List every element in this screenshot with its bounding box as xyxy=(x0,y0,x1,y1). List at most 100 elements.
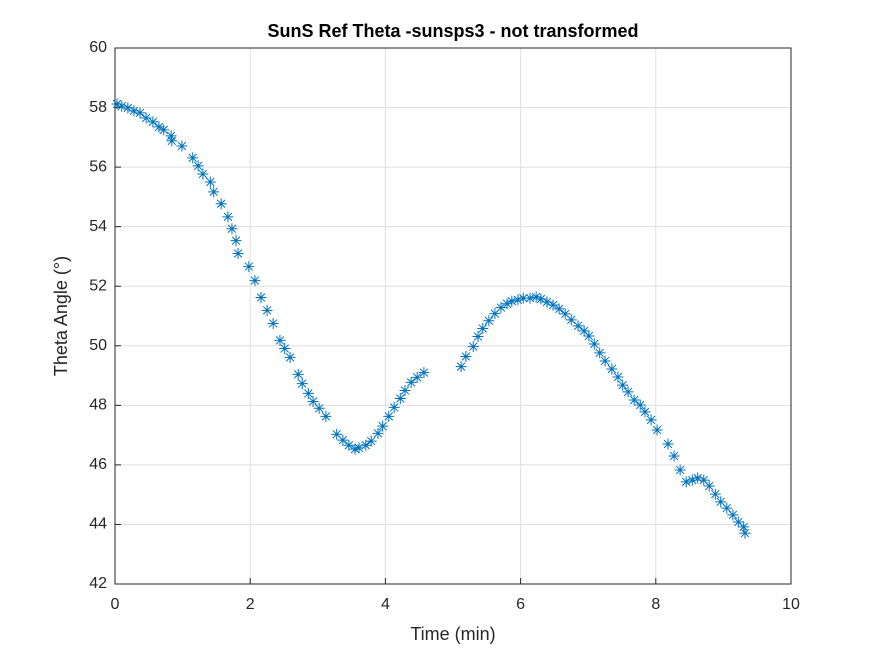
data-point xyxy=(628,394,640,406)
data-point xyxy=(622,386,634,398)
y-tick-label: 50 xyxy=(89,337,107,354)
data-point xyxy=(559,308,571,320)
data-point xyxy=(204,176,216,188)
data-point xyxy=(606,363,618,375)
data-point xyxy=(565,314,577,326)
data-point xyxy=(477,323,489,335)
data-point xyxy=(365,435,377,447)
data-point xyxy=(721,502,733,514)
data-point xyxy=(634,399,646,411)
data-point xyxy=(165,130,177,142)
x-tick-label: 6 xyxy=(516,596,525,613)
data-point xyxy=(535,293,547,305)
y-tick-label: 44 xyxy=(89,516,107,533)
data-point xyxy=(418,367,430,379)
data-point xyxy=(715,496,727,508)
data-point xyxy=(680,476,692,488)
data-point xyxy=(320,410,332,422)
data-point xyxy=(122,102,134,114)
data-point xyxy=(158,124,170,136)
data-point xyxy=(261,304,273,316)
y-tick-label: 56 xyxy=(89,158,107,175)
data-point xyxy=(698,474,710,486)
data-point xyxy=(284,351,296,363)
data-point xyxy=(674,464,686,476)
data-point xyxy=(394,392,406,404)
data-point xyxy=(128,105,140,117)
data-point xyxy=(530,291,542,303)
data-point xyxy=(686,474,698,486)
x-tick-label: 0 xyxy=(111,596,120,613)
data-point xyxy=(703,480,715,492)
y-tick-label: 46 xyxy=(89,456,107,473)
data-point xyxy=(547,299,559,311)
data-point xyxy=(353,442,365,454)
data-point xyxy=(192,160,204,172)
data-point xyxy=(274,334,286,346)
data-point xyxy=(388,401,400,413)
data-point xyxy=(460,350,472,362)
data-point xyxy=(588,338,600,350)
data-point xyxy=(134,107,146,119)
data-point xyxy=(617,379,629,391)
data-point xyxy=(377,420,389,432)
data-point xyxy=(506,295,518,307)
data-point xyxy=(383,410,395,422)
data-point xyxy=(411,371,423,383)
data-point xyxy=(455,361,467,373)
data-point xyxy=(176,140,188,152)
y-tick-label: 48 xyxy=(89,397,107,414)
data-point xyxy=(187,152,199,164)
data-point xyxy=(517,292,529,304)
data-point xyxy=(583,330,595,342)
data-point xyxy=(331,428,343,440)
data-point xyxy=(166,135,178,147)
data-point xyxy=(578,325,590,337)
plot-frame xyxy=(114,47,792,585)
data-point xyxy=(639,406,651,418)
data-point xyxy=(651,424,663,436)
y-tick-label: 54 xyxy=(89,218,107,235)
data-point xyxy=(372,427,384,439)
data-point xyxy=(226,223,238,235)
data-point xyxy=(208,186,220,198)
data-point xyxy=(153,121,165,133)
data-point xyxy=(399,384,411,396)
data-point xyxy=(738,521,750,533)
data-point xyxy=(116,100,128,112)
y-tick-label: 42 xyxy=(89,575,107,592)
x-tick-label: 2 xyxy=(246,596,255,613)
data-point xyxy=(243,261,255,273)
data-point xyxy=(230,235,242,247)
x-tick-label: 10 xyxy=(782,596,800,613)
data-point xyxy=(255,292,267,304)
data-point xyxy=(337,434,349,446)
data-point xyxy=(232,247,244,259)
data-point xyxy=(541,296,553,308)
data-point xyxy=(343,439,355,451)
data-point xyxy=(279,342,291,354)
y-axis-label: Theta Angle (°) xyxy=(51,256,71,376)
data-point xyxy=(111,98,123,110)
data-point xyxy=(612,371,624,383)
data-point xyxy=(215,198,227,210)
data-point xyxy=(313,402,325,414)
data-point xyxy=(732,516,744,528)
y-tick-label: 52 xyxy=(89,277,107,294)
y-tick-label: 60 xyxy=(89,39,107,56)
data-point xyxy=(662,438,674,450)
data-point xyxy=(349,443,361,455)
data-point xyxy=(147,116,159,128)
data-point xyxy=(249,275,261,287)
data-point xyxy=(739,527,751,539)
x-tick-label: 4 xyxy=(381,596,390,613)
data-point xyxy=(296,378,308,390)
chart-title: SunS Ref Theta -sunsps3 - not transforme… xyxy=(267,21,638,41)
data-point xyxy=(599,355,611,367)
data-point xyxy=(572,320,584,332)
data-point xyxy=(524,292,536,304)
data-point xyxy=(467,341,479,353)
data-point xyxy=(512,294,524,306)
